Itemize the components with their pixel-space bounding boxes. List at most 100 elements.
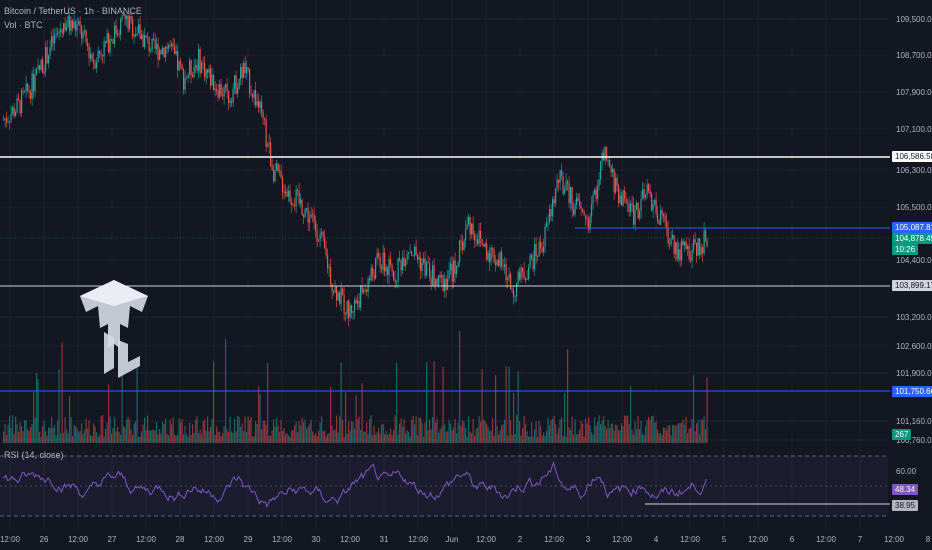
volume-bar: [285, 434, 287, 443]
volume-bar: [696, 423, 698, 443]
candle: [625, 198, 627, 204]
candle: [75, 21, 77, 31]
candle: [489, 252, 491, 262]
volume-bar: [358, 416, 360, 443]
candle: [594, 189, 596, 195]
candle: [181, 64, 183, 70]
level-badge-top[interactable]: 106,586.58: [892, 151, 932, 162]
candle: [255, 90, 257, 106]
rsi-indicator-label[interactable]: RSI (14, close): [4, 450, 64, 460]
candle: [334, 286, 336, 293]
volume-bar: [142, 424, 144, 443]
volume-bar: [298, 421, 300, 443]
candle: [126, 15, 128, 20]
volume-bar: [454, 419, 456, 443]
volume-bar: [393, 429, 395, 443]
candle: [139, 24, 141, 39]
candle: [573, 209, 575, 215]
candle: [588, 219, 590, 230]
volume-bar: [507, 435, 509, 443]
candle: [495, 262, 497, 266]
volume-bar: [561, 417, 563, 443]
volume-bar: [105, 428, 107, 443]
candle: [508, 273, 510, 278]
volume-bar: [582, 423, 584, 443]
candle: [481, 238, 483, 245]
time-tick: 30: [311, 535, 321, 544]
candle: [303, 215, 305, 217]
candle: [81, 26, 83, 39]
candle: [607, 159, 609, 161]
volume-bar: [589, 425, 591, 443]
volume-bar: [496, 426, 498, 443]
candle: [214, 88, 216, 91]
time-tick: 6: [789, 535, 795, 544]
volume-bar: [688, 428, 690, 443]
candle: [49, 46, 51, 55]
candle: [117, 33, 119, 35]
volume-bar: [25, 420, 27, 443]
symbol-title[interactable]: Bitcoin / TetherUS · 1h · BINANCE: [4, 6, 142, 16]
candle: [165, 46, 167, 58]
candle: [115, 25, 117, 34]
volume-bar: [385, 431, 387, 443]
volume-indicator-label[interactable]: Vol · BTC: [4, 20, 43, 30]
volume-bar: [673, 424, 675, 443]
candle: [196, 65, 198, 71]
volume-bar: [249, 420, 251, 443]
candle: [219, 84, 221, 98]
candle: [360, 285, 362, 308]
volume-bar: [352, 421, 354, 443]
volume-bar: [198, 432, 200, 443]
volume-bar: [451, 430, 453, 443]
volume-bar: [612, 423, 614, 443]
candle: [627, 203, 629, 205]
time-tick: Jun: [445, 535, 459, 544]
candle: [640, 198, 642, 212]
volume-bar: [121, 373, 123, 443]
candle: [34, 74, 36, 92]
level-badge-low[interactable]: 101,750.66: [892, 386, 932, 397]
candle: [540, 241, 542, 249]
candle: [403, 257, 405, 267]
candle: [127, 15, 129, 30]
volume-bar: [181, 419, 183, 443]
level-badge-blue[interactable]: 105,087.81: [892, 222, 932, 233]
volume-bar: [321, 416, 323, 443]
volume-bar: [414, 424, 416, 443]
candle: [511, 289, 513, 291]
volume-bar: [55, 435, 57, 443]
volume-bar: [75, 426, 77, 443]
candle: [244, 63, 246, 74]
volume-bar: [495, 375, 497, 443]
volume-bar: [390, 428, 392, 443]
volume-bar: [594, 417, 596, 443]
level-badge-mid[interactable]: 103,899.17: [892, 280, 932, 291]
candle: [129, 16, 131, 30]
candle: [585, 215, 587, 219]
volume-bar: [226, 429, 228, 443]
candle: [174, 46, 176, 54]
candle: [105, 41, 107, 43]
volume-bar: [114, 417, 116, 443]
volume-bar: [669, 425, 671, 443]
candle: [615, 177, 617, 193]
volume-bar: [522, 428, 524, 443]
time-tick: 12:00: [543, 535, 565, 544]
volume-bar: [666, 430, 668, 443]
candle: [141, 34, 143, 39]
candle: [235, 75, 237, 94]
candle: [381, 267, 383, 270]
volume-bar: [400, 418, 402, 443]
volume-bar: [369, 418, 371, 443]
volume-bar: [333, 430, 335, 443]
volume-bar: [199, 429, 201, 443]
candle: [450, 263, 452, 271]
volume-bar: [46, 435, 48, 443]
last-price-badge[interactable]: 104,878.45: [892, 233, 932, 244]
candle: [210, 68, 212, 86]
volume-bar: [364, 432, 366, 443]
candle: [120, 19, 122, 35]
volume-bar: [468, 416, 470, 443]
